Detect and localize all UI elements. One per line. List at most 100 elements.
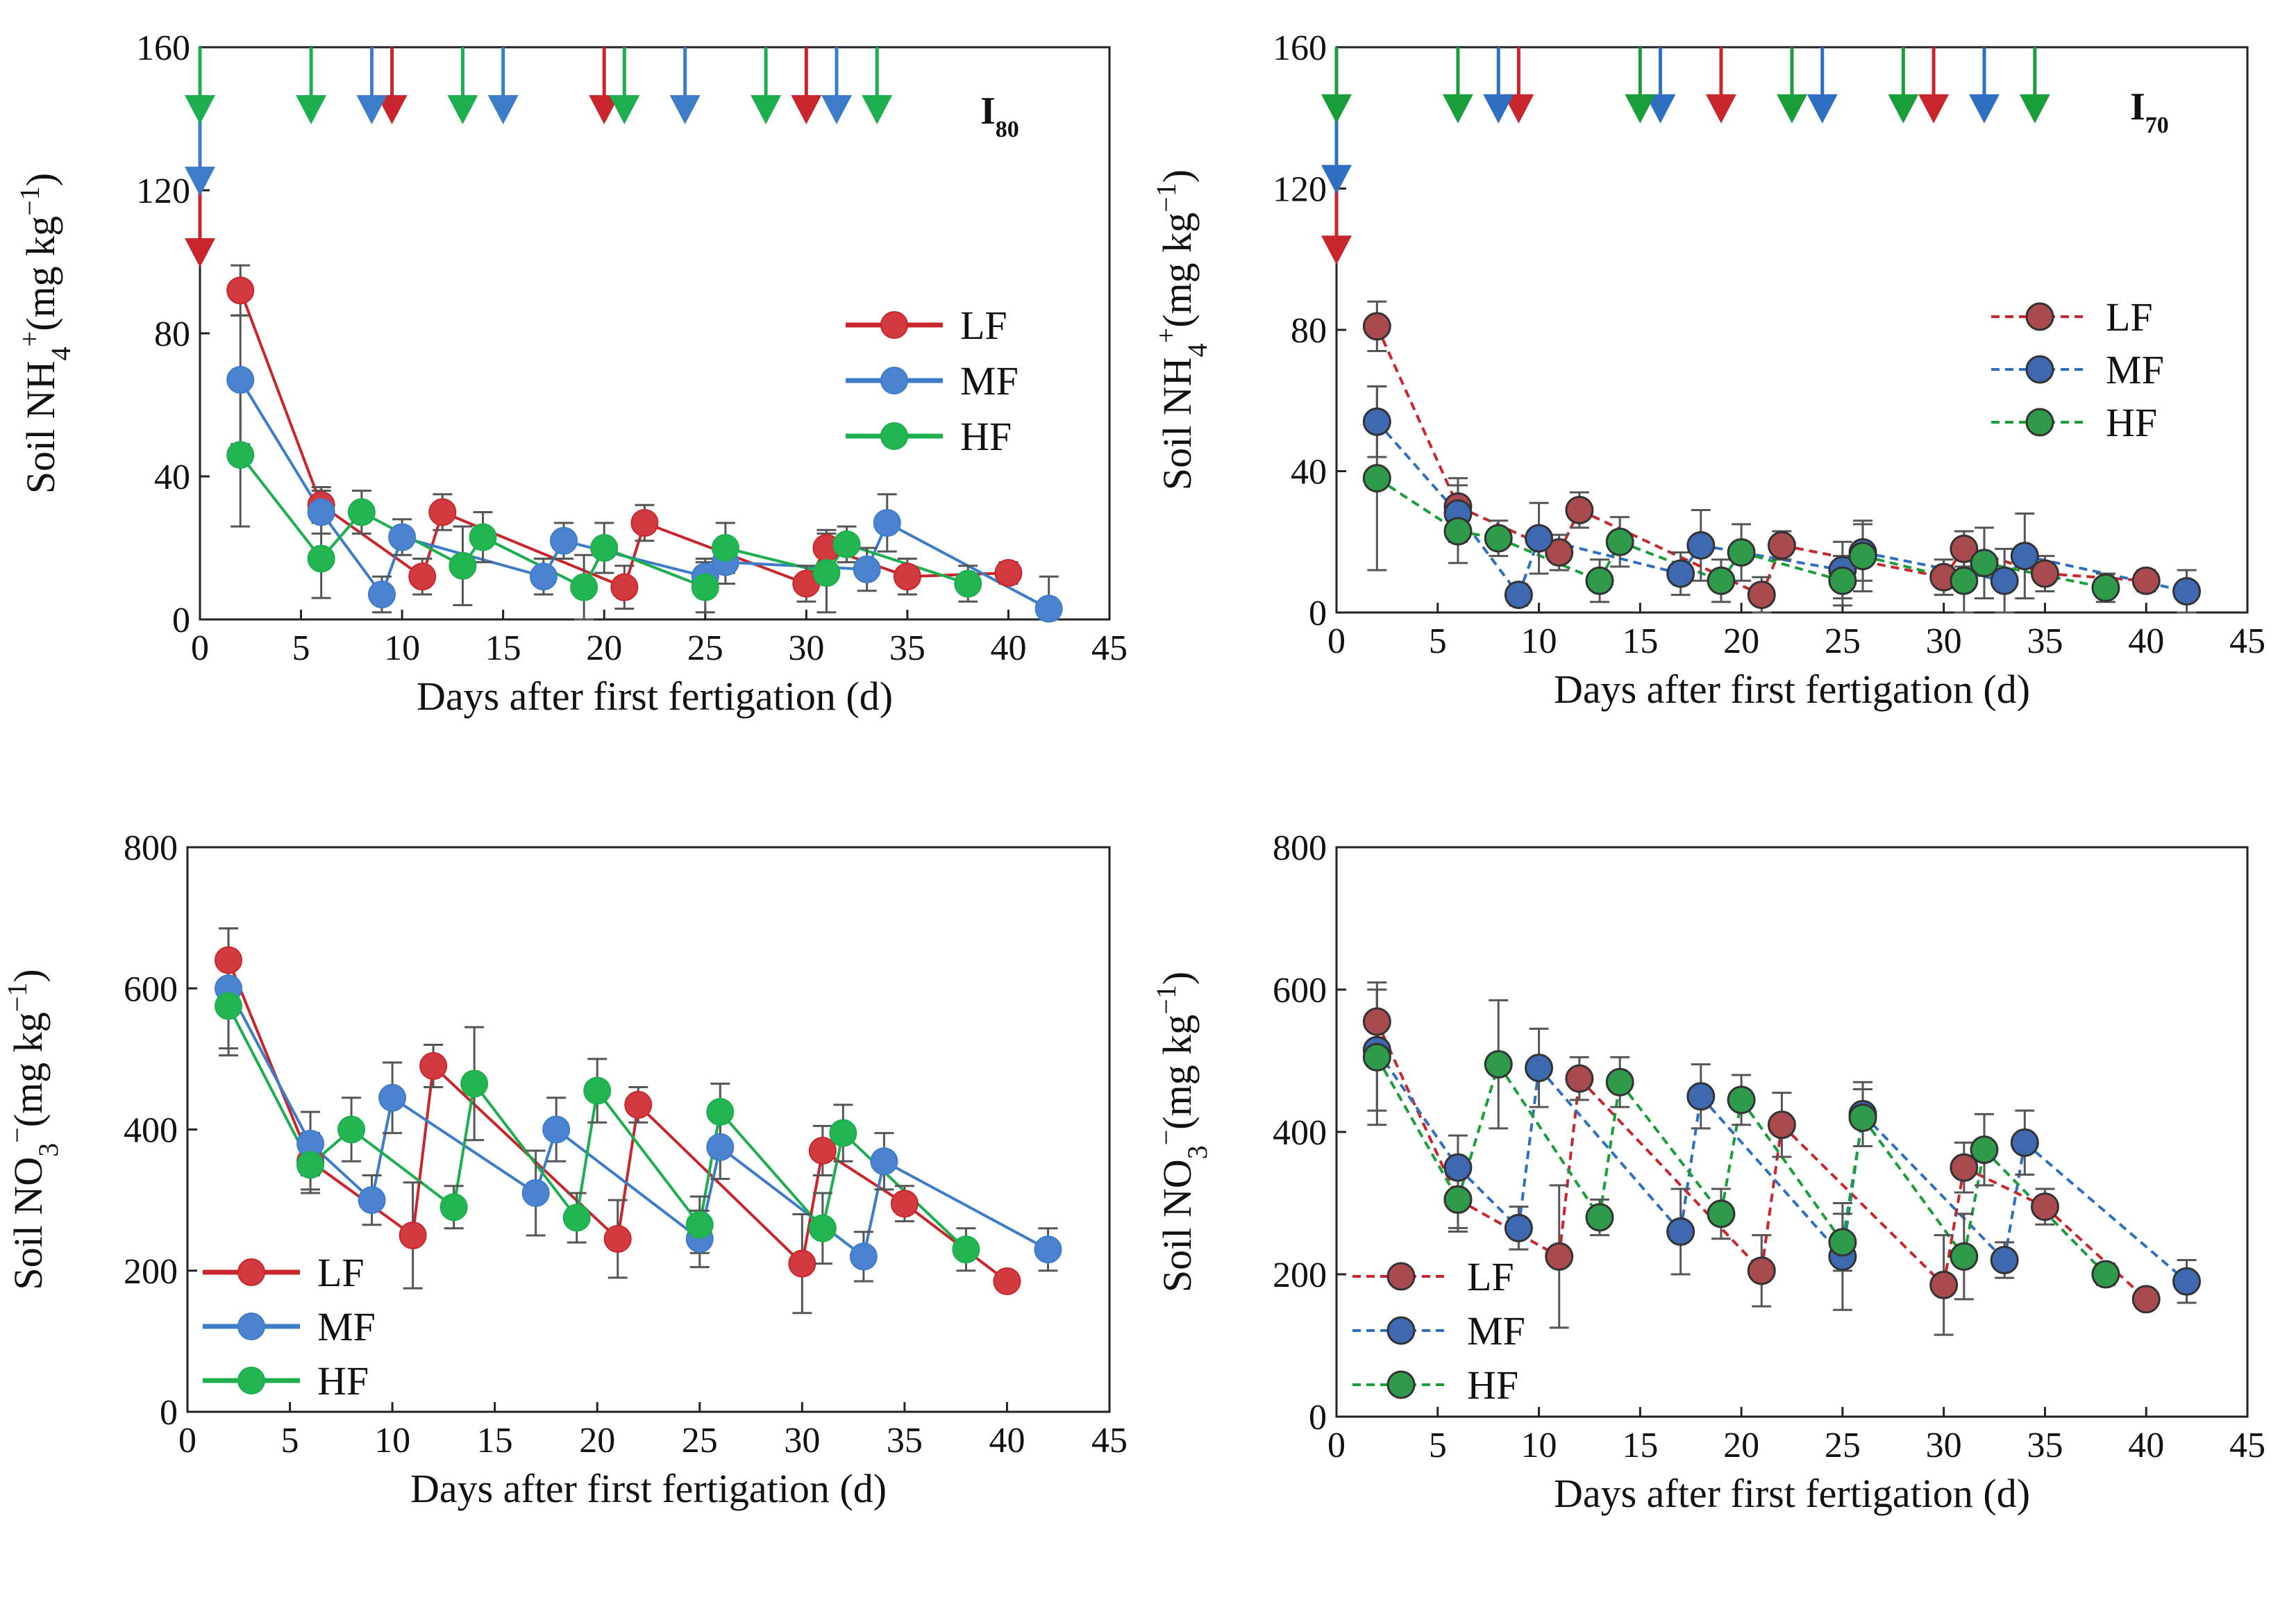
x-tick-label: 35 xyxy=(889,628,925,668)
y-title-part: ) xyxy=(6,969,51,982)
series-mf-line-segment xyxy=(370,1097,394,1201)
y-title-unit-superscript: −1 xyxy=(14,186,45,216)
series-mf-point xyxy=(2172,1267,2202,1296)
panel-label: I80 xyxy=(980,90,1019,142)
series-lf-line-segment xyxy=(637,1103,803,1265)
series-hf-line-segment xyxy=(1841,1117,1865,1243)
y-tick-label: 0 xyxy=(1309,1398,1327,1438)
y-tick-label: 120 xyxy=(1273,170,1327,210)
series-lf-point xyxy=(630,508,659,537)
y-tick-label: 80 xyxy=(1291,311,1327,351)
series-hf-line-segment xyxy=(596,1090,701,1226)
x-tick-label: 40 xyxy=(2128,622,2164,661)
series-mf-line-segment xyxy=(1861,1112,2006,1261)
series-lf-line-segment xyxy=(2044,1206,2147,1301)
legend-lf-label: LF xyxy=(960,303,1007,348)
series-mf-point xyxy=(542,1115,571,1144)
series-mf-point xyxy=(1666,1217,1695,1246)
series-mf-point xyxy=(873,508,901,537)
series-hf-line-segment xyxy=(1962,1149,1986,1257)
y-tick-label: 160 xyxy=(1273,28,1327,68)
series-hf-line-segment xyxy=(1740,1099,1844,1244)
y-title-part: (mg kg xyxy=(6,1012,51,1127)
fertigation-arrow-head xyxy=(1483,94,1514,124)
series-hf-point xyxy=(337,1115,366,1144)
series-hf-point xyxy=(1585,566,1614,595)
series-hf-point xyxy=(2091,573,2120,602)
legend-hf-label: HF xyxy=(960,414,1012,459)
series-hf-point xyxy=(1443,517,1473,546)
y-tick-label: 120 xyxy=(136,172,190,211)
series-mf-point xyxy=(1990,1246,2019,1274)
series-hf-line-segment xyxy=(1719,1099,1743,1215)
fertigation-arrow-head xyxy=(1321,165,1352,194)
x-tick-label: 0 xyxy=(1327,622,1346,661)
series-lf-point xyxy=(408,562,437,591)
y-tick-label: 0 xyxy=(160,1393,178,1433)
series-mf-line-segment xyxy=(555,1128,701,1240)
series-mf-line-segment xyxy=(1375,1049,1459,1169)
y-title-part: Soil NH xyxy=(1155,357,1200,490)
series-hf-point xyxy=(1707,566,1736,595)
series-mf-point xyxy=(1525,1053,1554,1083)
legend-mf-label: MF xyxy=(317,1304,376,1349)
fertigation-arrow-head xyxy=(376,95,408,124)
series-lf-line-segment xyxy=(411,1065,435,1236)
x-tick-label: 10 xyxy=(384,628,420,668)
series-lf-point xyxy=(1747,581,1776,610)
legend-lf-label: LF xyxy=(2106,294,2153,340)
series-lf-point xyxy=(1565,1064,1594,1093)
x-tick-label: 15 xyxy=(477,1421,513,1460)
series-hf-point xyxy=(1484,524,1513,553)
series-mf-line-segment xyxy=(239,378,323,513)
x-tick-label: 20 xyxy=(1723,622,1759,661)
series-hf-point xyxy=(1950,1242,1979,1271)
x-tick-label: 0 xyxy=(178,1421,196,1460)
x-tick-label: 35 xyxy=(887,1421,923,1460)
x-tick-label: 20 xyxy=(586,628,622,668)
series-hf-line-segment xyxy=(821,1133,845,1229)
legend-hf-label: HF xyxy=(2106,400,2157,445)
y-axis-title: Soil NO3−(mg kg−1) xyxy=(1150,972,1213,1292)
fertigation-arrow-head xyxy=(185,95,215,124)
y-title-part: (mg kg xyxy=(1155,212,1200,328)
series-mf-line-segment xyxy=(1375,420,1459,515)
series-lf-point xyxy=(2131,566,2161,595)
series-lf-point xyxy=(2131,1285,2161,1314)
panel-no3-i80: 0 5 10 15 20 25 30 35 40 45 0 200 400 600 800 Days afte… xyxy=(1,828,1128,1511)
legend-mf-marker xyxy=(2025,355,2054,384)
series-lf-point xyxy=(1747,1256,1776,1285)
series-hf-point xyxy=(1970,549,1999,578)
fertigation-arrow-head xyxy=(1321,94,1352,124)
series-hf-point xyxy=(706,1098,735,1126)
series-lf-line-segment xyxy=(1760,1124,1784,1272)
x-tick-label: 30 xyxy=(784,1421,820,1460)
series-mf-point xyxy=(1666,559,1695,588)
series-hf-line-segment xyxy=(1375,1056,1459,1201)
series-hf-line-segment xyxy=(239,453,323,560)
series-lf-line-segment xyxy=(1557,1078,1581,1257)
series-lf-point xyxy=(226,276,255,305)
panel-label-main: I xyxy=(2130,85,2145,128)
series-hf-point xyxy=(1443,1185,1473,1214)
series-mf-point xyxy=(358,1186,386,1215)
fertigation-arrow-head xyxy=(589,95,620,124)
series-mf-point xyxy=(307,498,335,526)
series-mf-line-segment xyxy=(862,1160,886,1257)
series-lf-point xyxy=(1767,1110,1796,1140)
series-hf-point xyxy=(1950,566,1979,595)
x-tick-label: 25 xyxy=(1825,622,1861,661)
series-hf-point xyxy=(449,551,477,580)
panel-label-subscript: 80 xyxy=(996,117,1019,142)
x-axis-title: Days after first fertigation (d) xyxy=(410,1466,887,1511)
series-mf-line-segment xyxy=(883,1160,1049,1251)
series-lf-point xyxy=(1950,1153,1979,1182)
series-hf-point xyxy=(832,530,861,558)
series-lf-line-segment xyxy=(2045,572,2147,583)
series-hf-point xyxy=(1828,566,1857,595)
series-mf-point xyxy=(2172,576,2202,606)
series-mf-line-segment xyxy=(1539,537,1682,575)
series-mf-point xyxy=(1504,1213,1533,1242)
series-mf-point xyxy=(1990,566,2019,595)
fertigation-arrow-head xyxy=(1777,94,1807,124)
